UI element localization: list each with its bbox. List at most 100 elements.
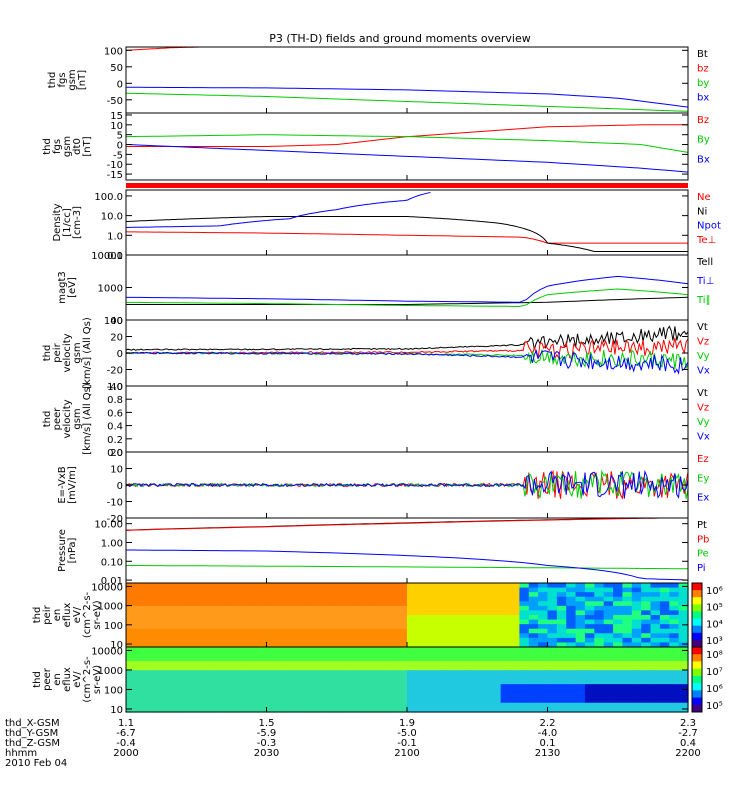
heatmap-cell — [257, 637, 268, 644]
heatmap-cell — [472, 615, 483, 621]
heatmap-cell — [556, 615, 567, 621]
heatmap-cell — [519, 647, 530, 653]
heatmap-cell — [397, 601, 408, 607]
heatmap-cell — [126, 601, 136, 607]
heatmap-cell — [191, 596, 202, 602]
heatmap-cell — [200, 670, 211, 676]
heatmap-cell — [238, 601, 249, 607]
heatmap-cell — [247, 605, 258, 612]
heatmap-cell — [182, 601, 193, 607]
xaxis-row-label: hhmm — [5, 748, 37, 759]
heatmap-cell — [491, 707, 502, 713]
heatmap-cell — [519, 596, 530, 602]
heatmap-cell — [144, 637, 155, 644]
heatmap-cell — [303, 651, 314, 657]
heatmap-cell — [163, 693, 174, 699]
heatmap-cell — [500, 615, 511, 621]
heatmap-cell — [275, 679, 286, 685]
heatmap-cell — [210, 693, 221, 699]
heatmap-cell — [126, 698, 136, 704]
heatmap-cell — [275, 670, 286, 676]
legend-pressure-3: Pi — [697, 563, 706, 574]
heatmap-cell — [584, 674, 595, 681]
chart-title: P3 (TH-D) fields and ground moments over… — [269, 32, 531, 45]
heatmap-cell — [407, 587, 417, 593]
heatmap-cell — [603, 624, 614, 630]
heatmap-cell — [491, 684, 502, 690]
heatmap-cell — [594, 647, 605, 653]
heatmap-cell — [584, 688, 595, 695]
heatmap-cell — [435, 679, 446, 685]
heatmap-cell — [556, 637, 567, 644]
heatmap-cell — [603, 596, 614, 602]
heatmap-cell — [172, 674, 183, 681]
ytick-label: -50 — [107, 96, 123, 107]
xaxis-value: 2000 — [113, 748, 138, 759]
colorbar-segment — [692, 690, 702, 699]
heatmap-cell — [144, 610, 155, 616]
heatmap-cell — [659, 647, 670, 653]
heatmap-cell — [603, 601, 614, 607]
heatmap-cell — [182, 647, 193, 653]
heatmap-cell — [650, 665, 661, 671]
heatmap-cell — [416, 698, 427, 704]
heatmap-cell — [360, 660, 371, 667]
heatmap-cell — [303, 633, 314, 639]
heatmap-cell — [285, 610, 296, 616]
heatmap-cell — [257, 610, 268, 616]
heatmap-cell — [659, 707, 670, 713]
panel-frame — [125, 46, 689, 114]
ylabel-line: peer — [52, 407, 63, 431]
legend-fgs-gsm-dt-2: Bx — [697, 154, 710, 165]
heatmap-cell — [126, 693, 136, 699]
ylabel-line: sr-eV) — [92, 665, 103, 694]
heatmap-cell — [603, 656, 614, 662]
heatmap-cell — [266, 660, 277, 667]
heatmap-cell — [603, 633, 614, 639]
heatmap-cell — [285, 693, 296, 699]
xaxis-row-label: thd_Z-GSM — [5, 738, 60, 749]
heatmap-cell — [453, 647, 464, 653]
heatmap-cell — [659, 610, 670, 616]
heatmap-cell — [453, 660, 464, 667]
heatmap-cell — [650, 605, 661, 612]
heatmap-cell — [538, 624, 549, 630]
heatmap-cell — [416, 628, 427, 634]
heatmap-cell — [556, 601, 567, 607]
heatmap-cell — [669, 624, 680, 630]
heatmap-cell — [369, 679, 380, 685]
heatmap-cell — [303, 592, 314, 598]
heatmap-cell — [622, 610, 633, 616]
heatmap-cell — [510, 702, 520, 708]
heatmap-cell — [444, 583, 455, 589]
heatmap-cell — [210, 707, 221, 713]
heatmap-cell — [200, 610, 211, 616]
heatmap-cell — [219, 628, 230, 634]
heatmap-cell — [257, 647, 268, 653]
heatmap-cell — [219, 665, 230, 671]
heatmap-cell — [472, 605, 483, 612]
heatmap-cell — [444, 619, 455, 625]
heatmap-cell — [538, 660, 549, 667]
heatmap-cell — [135, 688, 146, 695]
heatmap-cell — [397, 702, 408, 708]
heatmap-cell — [472, 628, 483, 634]
ytick-label: 50 — [110, 63, 123, 74]
heatmap-cell — [154, 605, 165, 612]
heatmap-cell — [257, 615, 268, 621]
xaxis-value: 1.1 — [118, 718, 134, 729]
heatmap-cell — [575, 637, 586, 644]
heatmap-cell — [622, 679, 633, 685]
heatmap-cell — [378, 605, 389, 612]
heatmap-cell — [332, 688, 343, 695]
heatmap-cell — [191, 642, 202, 648]
heatmap-cell — [378, 702, 389, 708]
heatmap-cell — [369, 684, 380, 690]
heatmap-cell — [584, 684, 595, 690]
heatmap-cell — [575, 605, 586, 612]
heatmap-cell — [303, 647, 314, 653]
heatmap-cell — [659, 702, 670, 708]
heatmap-cell — [500, 628, 511, 634]
heatmap-cell — [210, 596, 221, 602]
